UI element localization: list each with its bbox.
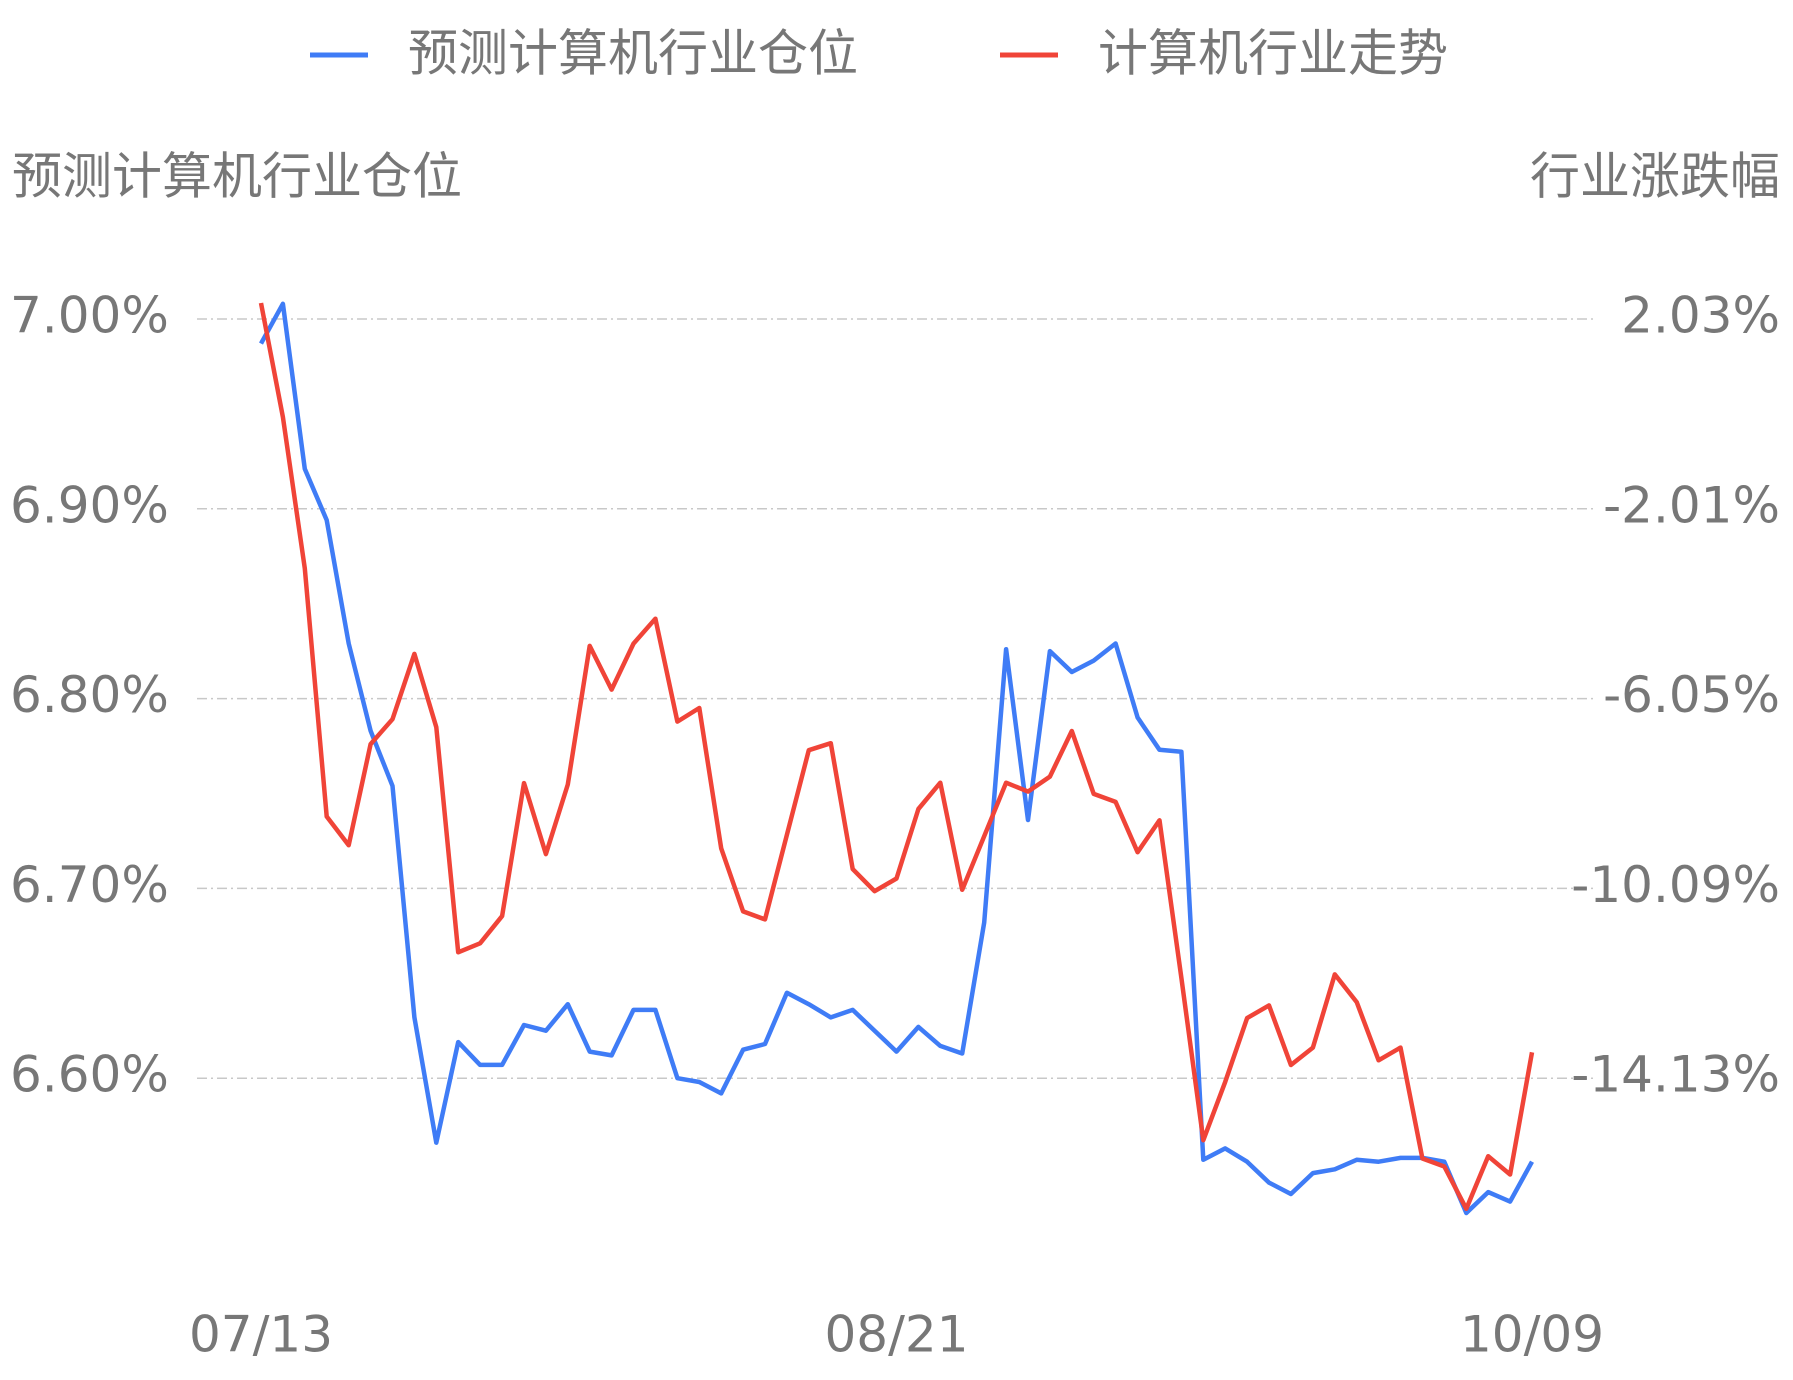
legend-label: 预测计算机行业仓位 [408,25,858,83]
y2-tick-label: -6.05% [1603,666,1780,724]
legend-label: 计算机行业走势 [1098,25,1448,83]
y2-tick-label: -2.01% [1603,476,1780,534]
x-tick-label: 08/21 [824,1306,968,1364]
y2-tick-label: -10.09% [1571,856,1780,914]
x-tick-label: 10/09 [1460,1306,1604,1364]
y-tick-label: 6.90% [10,476,169,534]
y2-tick-label: -14.13% [1571,1046,1780,1104]
y-tick-label: 6.60% [10,1046,169,1104]
series-line [258,302,1535,1212]
x-tick-label: 07/13 [189,1306,333,1364]
y-tick-label: 6.80% [10,666,169,724]
y-tick-label: 6.70% [10,856,169,914]
y2-axis-title: 行业涨跌幅 [1530,148,1780,206]
y2-tick-label: 2.03% [1621,286,1780,344]
y-tick-label: 7.00% [10,286,169,344]
series-line [259,301,1534,1216]
y-axis-title: 预测计算机行业仓位 [12,148,462,206]
